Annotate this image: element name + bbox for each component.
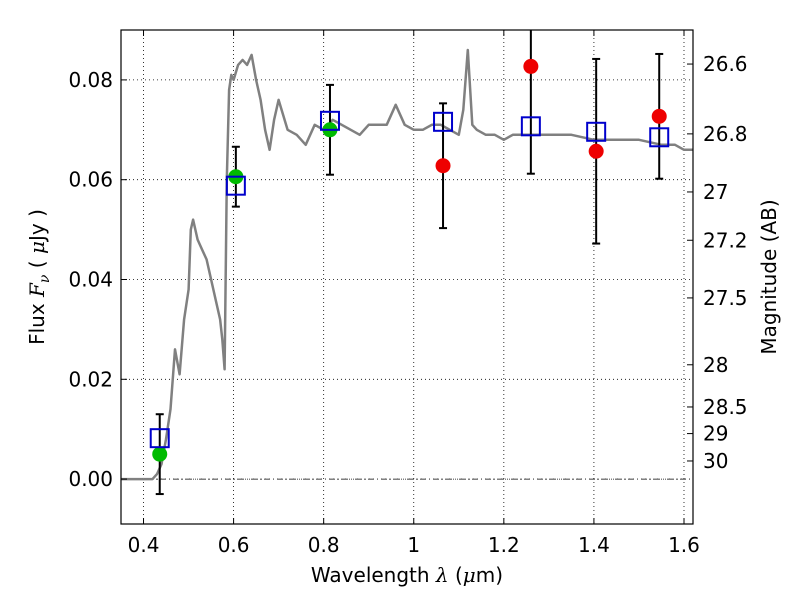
- y2-tick-label: 26.8: [703, 122, 748, 146]
- y-axis-ticks: 0.00 0.02 0.04 0.06 0.08: [68, 68, 127, 491]
- model-point: [586, 121, 607, 142]
- model-point: [319, 110, 340, 131]
- y2-tick-label: 28.5: [703, 395, 748, 419]
- observed-point: [435, 158, 451, 174]
- observed-point: [588, 143, 604, 159]
- grid-lines: [121, 30, 693, 524]
- model-point: [433, 111, 454, 132]
- observed-point: [152, 446, 168, 462]
- y2-tick-label: 27.2: [703, 228, 748, 252]
- y2-tick-label: 27: [703, 180, 728, 204]
- y-tick-label: 0.00: [68, 467, 113, 491]
- model-points: [149, 110, 670, 449]
- x-axis-ticks: 0.4 0.6 0.8 1 1.2 1.4 1.6: [128, 30, 700, 557]
- model-spectrum-line: [121, 48, 693, 481]
- model-spectrum-group: [121, 48, 693, 481]
- x-tick-label: 0.4: [128, 533, 160, 557]
- y-tick-label: 0.02: [68, 367, 113, 391]
- y-tick-label: 0.04: [68, 267, 113, 291]
- x-tick-label: 1.4: [578, 533, 610, 557]
- x-tick-label: 1.6: [668, 533, 700, 557]
- y-axis-label: Flux Fν ( μJy ): [25, 209, 53, 345]
- model-point: [649, 127, 670, 148]
- model-point: [225, 175, 246, 196]
- y2-axis-ticks: 26.6 26.8 27 27.2 27.5 28 28.5 29 30: [687, 52, 748, 473]
- y2-tick-label: 29: [703, 422, 728, 446]
- model-point: [520, 116, 541, 137]
- y2-axis-label: Magnitude (AB): [757, 199, 781, 354]
- x-tick-label: 1.2: [488, 533, 520, 557]
- x-tick-label: 0.8: [308, 533, 340, 557]
- y2-tick-label: 28: [703, 353, 728, 377]
- x-tick-label: 1: [407, 533, 420, 557]
- y2-tick-label: 30: [703, 449, 728, 473]
- model-point: [149, 428, 170, 449]
- x-axis-label: Wavelength λ (μm): [311, 563, 503, 587]
- x-tick-label: 0.6: [218, 533, 250, 557]
- y2-tick-label: 27.5: [703, 286, 748, 310]
- observed-point: [523, 58, 539, 74]
- observed-points: [152, 58, 667, 462]
- y2-tick-label: 26.6: [703, 52, 748, 76]
- y-tick-label: 0.08: [68, 68, 113, 92]
- plot-frame: [120, 29, 694, 525]
- y-tick-label: 0.06: [68, 168, 113, 192]
- observed-point: [651, 108, 667, 124]
